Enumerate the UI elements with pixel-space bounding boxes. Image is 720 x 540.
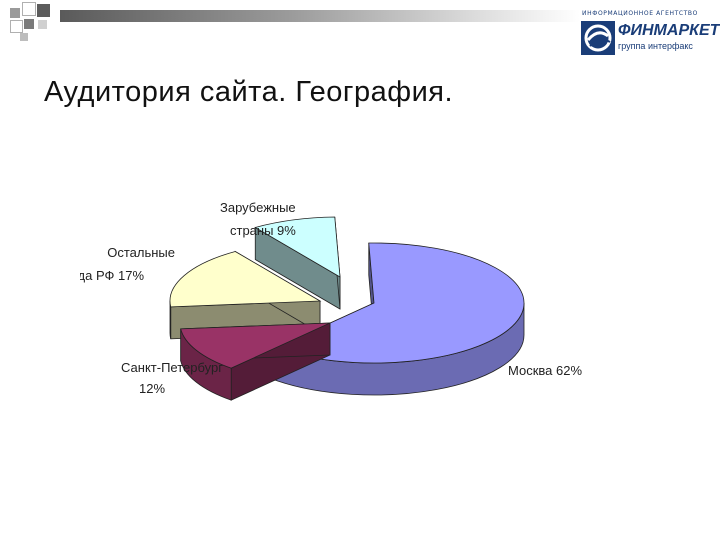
pie-slice-1 [180, 322, 331, 401]
header-band [0, 0, 720, 42]
finmarket-logo: ИНФОРМАЦИОННОЕ АГЕНТСТВО ФИНМАРКЕТ групп… [578, 8, 720, 58]
data-label-3-1: страны 9% [230, 223, 296, 238]
decor-square [22, 2, 36, 16]
decor-square [10, 20, 23, 33]
slice-top-1 [180, 322, 331, 369]
pie-slice-3 [254, 216, 341, 310]
decor-square [24, 19, 34, 29]
data-label-1-1: 12% [139, 381, 165, 396]
data-label-3-0: Зарубежные [220, 200, 296, 215]
logo-swirl-icon [581, 21, 615, 55]
decor-square [38, 20, 47, 29]
logo-name: ФИНМАРКЕТ [618, 22, 720, 39]
data-label-0-0: Москва 62% [508, 363, 582, 378]
slice-top-0 [274, 242, 525, 364]
data-label-1-0: Санкт-Петербург [121, 360, 223, 375]
slice-top-2 [169, 251, 322, 308]
data-label-2-0: Остальные [107, 245, 175, 260]
data-label-2-1: города РФ 17% [80, 268, 144, 283]
page-title: Аудитория сайта. География. [44, 76, 454, 108]
header-gradient-bar [60, 10, 580, 22]
decor-square [37, 4, 50, 17]
decor-square [10, 8, 20, 18]
slice-top-3 [254, 216, 341, 278]
decor-square [20, 33, 28, 41]
logo-agency-line: ИНФОРМАЦИОННОЕ АГЕНТСТВО [582, 10, 698, 17]
pie-chart: Москва 62% Санкт-Петербург 12% Остальные гор… [80, 200, 582, 401]
logo-subline: группа интерфакс [618, 41, 693, 51]
